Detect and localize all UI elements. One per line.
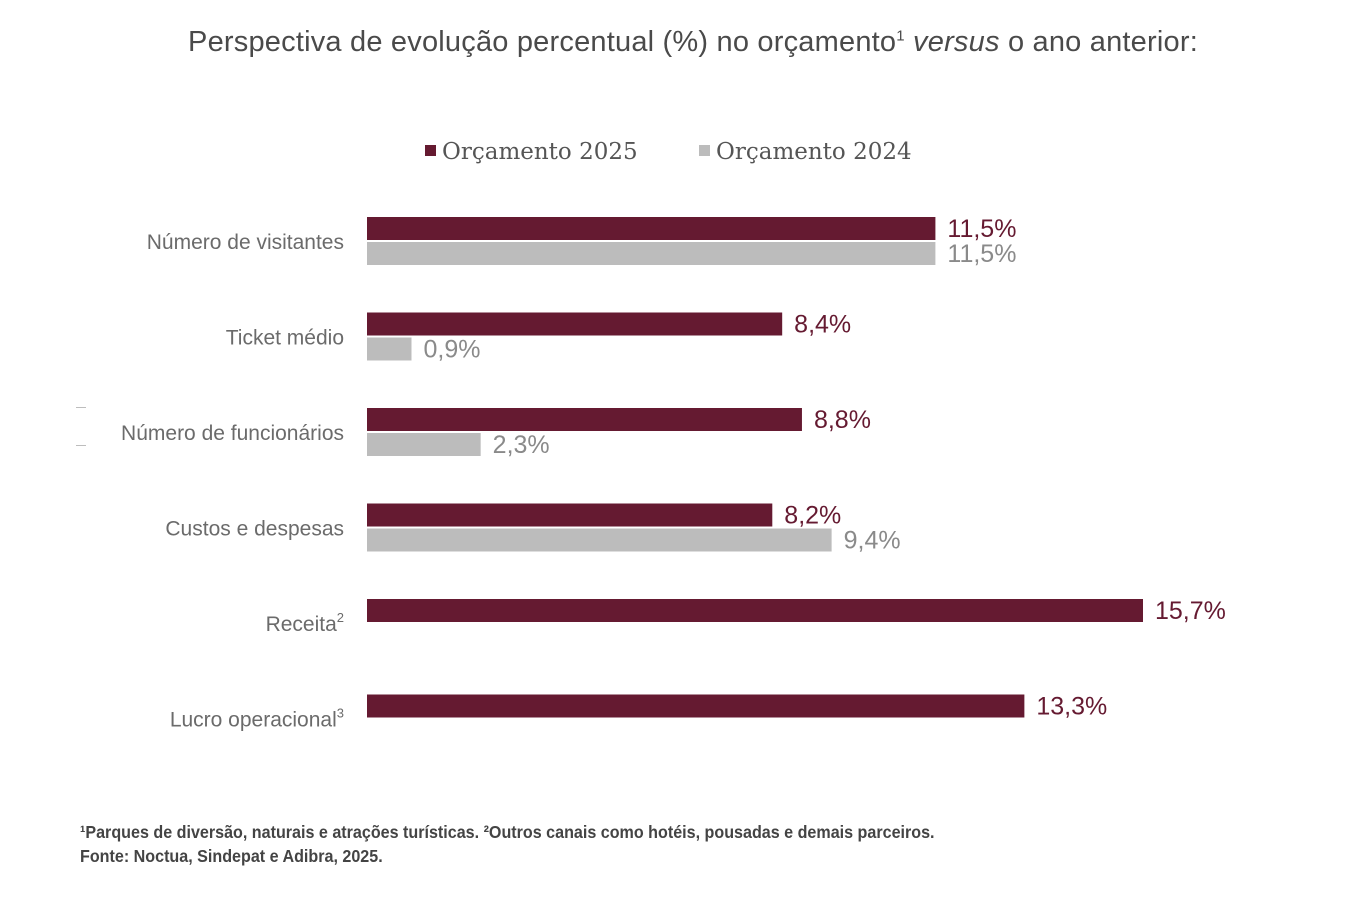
bar-2025 <box>367 217 936 240</box>
decorative-tick <box>76 445 86 446</box>
category-label: Receita2 <box>266 610 344 636</box>
category-label: Lucro operacional3 <box>170 706 344 732</box>
data-label: 15,7% <box>1155 597 1226 625</box>
data-label: 11,5% <box>947 215 1016 243</box>
data-label: 13,3% <box>1036 693 1107 721</box>
data-label: 0,9% <box>423 336 480 364</box>
footnote-line-1: ¹Parques de diversão, naturais e atraçõe… <box>80 822 935 842</box>
bar-2025 <box>367 312 783 336</box>
bar-2025 <box>367 503 773 527</box>
bar-2024 <box>367 528 832 552</box>
bar-2025 <box>367 408 802 431</box>
bar-2024 <box>367 242 936 265</box>
legend-label: Orçamento 2024 <box>716 139 912 165</box>
chart-legend: Orçamento 2025 Orçamento 2024 <box>425 139 912 165</box>
data-label: 2,3% <box>493 431 550 459</box>
data-label: 8,8% <box>814 406 871 434</box>
data-label: 8,4% <box>794 311 851 339</box>
data-label: 11,5% <box>947 240 1016 268</box>
bar-2025 <box>367 599 1143 622</box>
category-label: Número de funcionários <box>121 422 344 445</box>
decorative-tick <box>76 407 86 408</box>
bar-2024 <box>367 337 412 361</box>
data-label: 9,4% <box>844 527 901 555</box>
category-label: Número de visitantes <box>147 231 344 254</box>
footnote-source: Fonte: Noctua, Sindepat e Adibra, 2025. <box>80 846 383 866</box>
plot-area: Número de visitantes 11,5%11,5% Ticket méd… <box>121 215 1226 732</box>
legend-swatch-2025 <box>425 145 436 156</box>
bar-2025 <box>367 694 1025 718</box>
legend-swatch-2024 <box>699 145 710 156</box>
category-label: Ticket médio <box>226 327 344 350</box>
bar-2024 <box>367 433 481 456</box>
footnote: ¹Parques de diversão, naturais e atraçõe… <box>80 820 1184 868</box>
category-label: Custos e despesas <box>165 518 344 541</box>
bar-chart: Orçamento 2025 Orçamento 2024 Número de v… <box>121 139 1226 732</box>
chart-title: Perspectiva de evolução percentual (%) n… <box>188 26 1198 58</box>
data-label: 8,2% <box>784 502 841 530</box>
legend-label: Orçamento 2025 <box>442 139 638 165</box>
